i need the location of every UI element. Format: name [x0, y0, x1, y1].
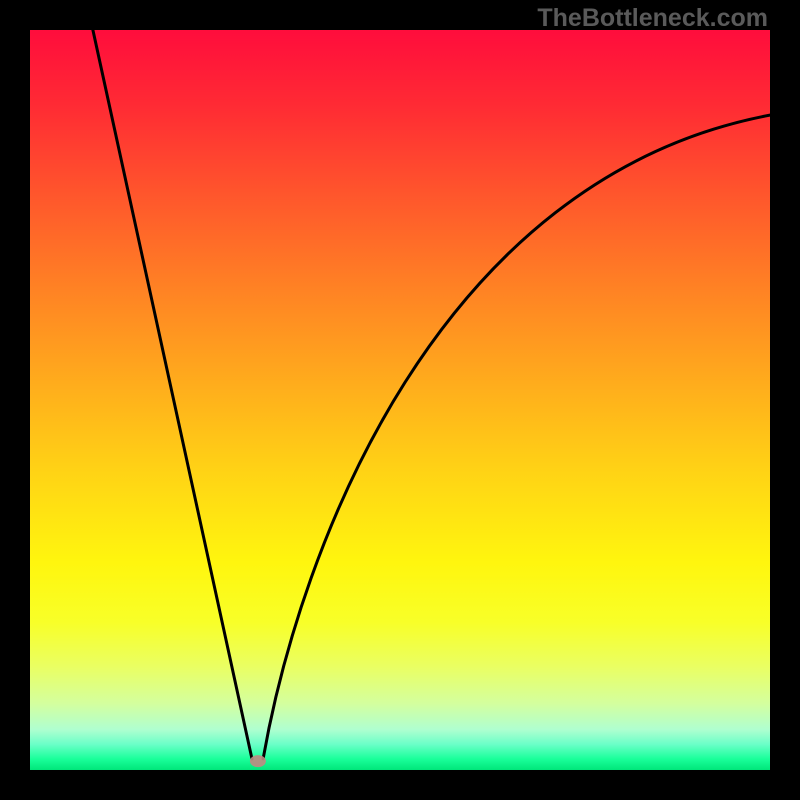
chart-container: TheBottleneck.com — [0, 0, 800, 800]
minimum-marker — [250, 755, 266, 767]
bottleneck-curve — [0, 0, 800, 800]
curve-branch — [93, 30, 252, 759]
curve-branch — [263, 115, 770, 759]
